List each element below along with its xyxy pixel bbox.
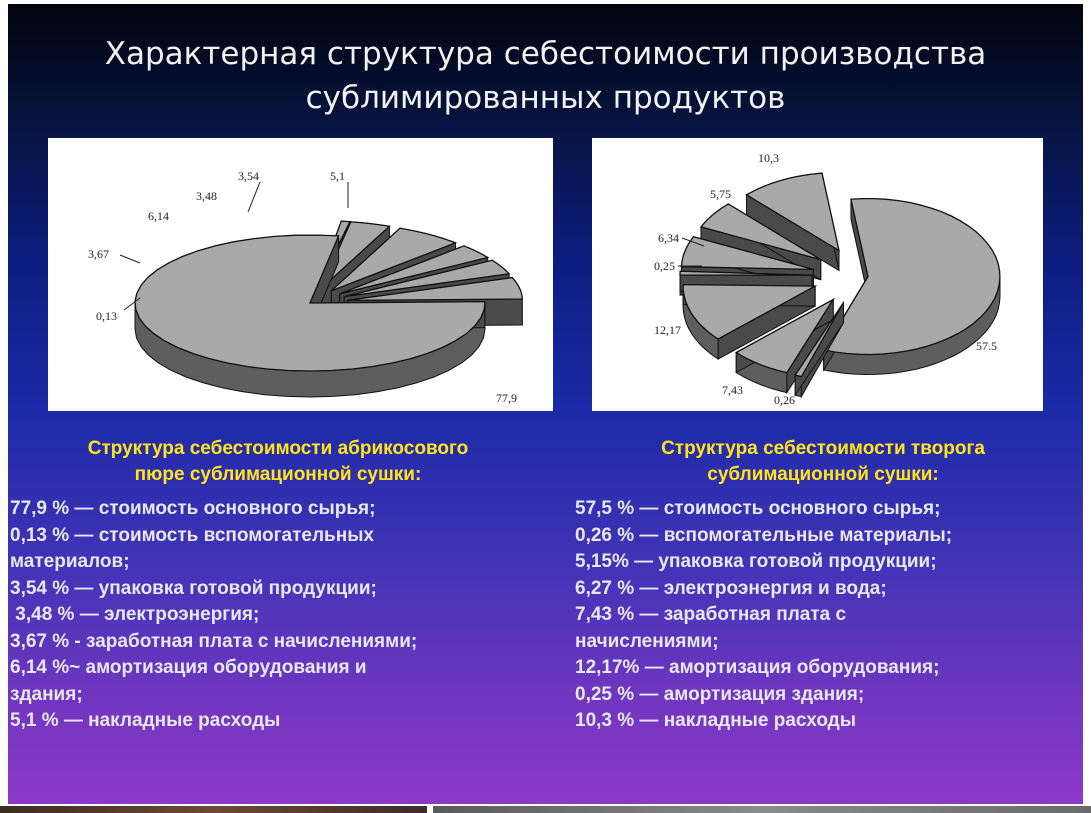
left-pie-data-label: 6,14 [148,209,169,223]
right-pie-slice-7 [745,172,840,272]
left-pie-data-label: 5,1 [330,169,345,183]
list-item: 12,17% — амортизация оборудования; [575,657,940,678]
left-pie-data-label: 77,9 [496,391,517,405]
right-pie-leader-line [681,237,705,247]
list-item: начислениями; [575,630,719,652]
right-pie-svg: 57.5 0,26 7,43 12,17 0,25 6,34 5,75 10,3 [654,151,1001,407]
list-item: 77,9 % — стоимость основного сырья; [10,498,376,519]
list-item: 7,43 % — заработная плата с [575,604,847,625]
right-pie-data-label: 5,75 [710,187,731,201]
right-pie-chart: 57.5 0,26 7,43 12,17 0,25 6,34 5,75 10,3 [592,138,1043,411]
list-item: 3,67 % - заработная плата с начислениями… [10,630,418,652]
right-pie-data-label: 57.5 [976,339,997,353]
right-pie-slice-top [822,197,1001,356]
right-pie-slice-top [679,270,813,276]
left-pie-chart: 77,9 0,13 3,67 6,14 3,48 3,54 5,1 [48,138,553,411]
right-pie-slice-1 [794,300,845,399]
right-pie-data-label: 7,43 [722,383,743,397]
right-pie-slice-0 [822,197,1001,376]
left-pie-data-label: 3,48 [196,189,217,203]
left-pie-slice-top [344,259,511,298]
left-cost-list: 77,9 % — стоимость основного сырья; 0,13… [10,496,417,735]
slide-title: Характерная структура себестоимости прои… [8,32,1083,120]
right-caption-line-1: Структура себестоимости творога [661,438,985,459]
title-line-1: Характерная структура себестоимости прои… [104,36,987,72]
list-item: 57,5 % — стоимость основного сырья; [575,498,941,519]
right-pie-slice-top [794,302,845,378]
right-caption-line-2: сублимационной сушки: [707,464,939,485]
slide: Характерная структура себестоимости прои… [8,4,1083,804]
list-item: материалов; [10,551,130,572]
left-pie-data-label: 3,54 [238,169,259,183]
right-pie-data-label: 12,17 [654,323,681,337]
right-pie-slice-top [682,283,818,340]
list-item: 3,54 % — упаковка готовой продукции; [10,577,377,599]
left-pie-leader-line [119,254,141,264]
left-pie-slice-top [134,234,486,372]
list-item: 0,26 % — вспомогательные материалы; [575,524,953,546]
right-pie-slice-3 [682,283,818,360]
left-pie-slice-top [320,221,391,290]
list-item: 0,25 % — амортизация здания; [575,683,865,705]
left-pie-svg: 77,9 0,13 3,67 6,14 3,48 3,54 5,1 [88,169,523,405]
right-pie-slice-top [734,297,836,374]
list-item: 10,3 % — накладные расходы [575,710,856,731]
right-pie-data-label: 6,34 [658,231,679,245]
list-item: 5,1 % — накладные расходы [10,710,281,731]
left-pie-slice-0 [134,234,486,398]
bottom-strip-left [0,806,427,813]
left-pie-data-label: 0,13 [96,309,117,323]
left-caption-line-1: Структура себестоимости абрикосового [87,438,469,459]
right-caption: Структура себестоимости творога сублимац… [563,436,1083,488]
list-item: 6,27 % — электроэнергия и вода; [575,577,887,599]
title-line-2: сублимированных продуктов [305,80,786,116]
right-pie-data-label: 10,3 [758,151,779,165]
left-pie-data-label: 3,67 [88,247,109,261]
list-item: 3,48 % — электроэнергия; [10,604,260,625]
left-pie-leader-line [247,181,261,213]
bottom-strip-right [433,806,1091,813]
right-cost-list: 57,5 % — стоимость основного сырья; 0,26… [575,496,952,735]
list-item: 6,14 %~ амортизация оборудования и [10,657,367,678]
left-pie-slice-top [339,245,490,295]
right-pie-slices [679,172,1001,399]
list-item: 5,15% — упаковка готовой продукции; [575,551,937,572]
right-pie-slice-top [745,172,840,252]
left-pie-slice-top [347,276,523,302]
left-caption-line-2: пюре сублимационной сушки: [134,464,422,485]
right-pie-data-label: 0,26 [774,393,795,407]
right-pie-slice-top [699,203,822,261]
left-pie-leader-line [123,297,141,311]
right-pie-slice-2 [734,297,836,395]
left-pie-slice-top [330,227,458,292]
list-item: 0,13 % — стоимость вспомогательных [10,524,374,546]
left-pie-slices [134,220,523,398]
list-item: здания; [10,683,83,705]
left-caption: Структура себестоимости абрикосового пюр… [8,436,548,488]
right-pie-data-label: 0,25 [654,259,675,273]
